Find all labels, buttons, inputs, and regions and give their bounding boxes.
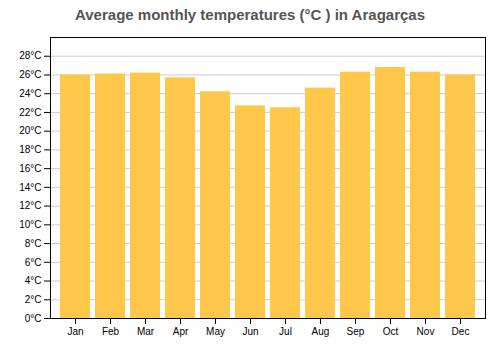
svg-text:26°C: 26°C bbox=[19, 69, 41, 80]
svg-text:2°C: 2°C bbox=[25, 294, 42, 305]
svg-text:May: May bbox=[206, 326, 225, 337]
svg-text:16°C: 16°C bbox=[19, 163, 41, 174]
svg-text:18°C: 18°C bbox=[19, 144, 41, 155]
svg-text:Nov: Nov bbox=[417, 326, 435, 337]
svg-text:14°C: 14°C bbox=[19, 182, 41, 193]
svg-text:24°C: 24°C bbox=[19, 88, 41, 99]
svg-text:28°C: 28°C bbox=[19, 50, 41, 61]
svg-text:Dec: Dec bbox=[452, 326, 470, 337]
svg-text:12°C: 12°C bbox=[19, 200, 41, 211]
svg-text:Oct: Oct bbox=[383, 326, 399, 337]
svg-text:8°C: 8°C bbox=[25, 238, 42, 249]
svg-text:Jul: Jul bbox=[279, 326, 292, 337]
svg-text:Feb: Feb bbox=[102, 326, 120, 337]
svg-text:Jan: Jan bbox=[67, 326, 83, 337]
svg-text:Apr: Apr bbox=[173, 326, 189, 337]
svg-text:10°C: 10°C bbox=[19, 219, 41, 230]
svg-text:6°C: 6°C bbox=[25, 257, 42, 268]
svg-text:Aug: Aug bbox=[312, 326, 330, 337]
svg-text:20°C: 20°C bbox=[19, 125, 41, 136]
svg-text:Sep: Sep bbox=[347, 326, 365, 337]
svg-text:0°C: 0°C bbox=[25, 313, 42, 324]
svg-text:Mar: Mar bbox=[137, 326, 155, 337]
svg-text:4°C: 4°C bbox=[25, 275, 42, 286]
svg-text:Jun: Jun bbox=[242, 326, 258, 337]
svg-text:22°C: 22°C bbox=[19, 107, 41, 118]
html-text:Average monthly temperatures (: Average monthly temperatures (°C ) in Ar… bbox=[75, 6, 425, 23]
